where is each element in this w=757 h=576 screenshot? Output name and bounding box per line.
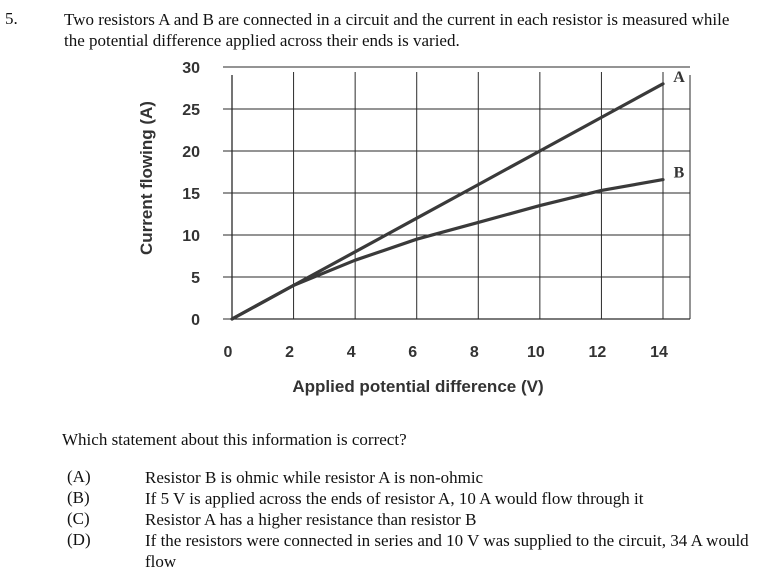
y-tick-label-0: 0 — [191, 312, 200, 329]
option-d-letter[interactable]: (D) — [67, 530, 91, 549]
chart-tick-labels: 0 5 10 15 20 25 30 0 2 4 6 8 10 12 14 — [182, 60, 668, 361]
question-prompt: Which statement about this information i… — [62, 430, 407, 449]
option-a-letter[interactable]: (A) — [67, 467, 91, 486]
chart-series: AB — [230, 69, 685, 321]
x-tick-label-12: 12 — [589, 344, 607, 361]
option-c-letter[interactable]: (C) — [67, 509, 90, 528]
y-tick-label-15: 15 — [182, 186, 200, 203]
chart-grid — [223, 66, 691, 320]
series-line-b — [230, 177, 665, 321]
question-stem: Two resistors A and B are connected in a… — [64, 10, 730, 50]
y-tick-label-20: 20 — [182, 144, 200, 161]
y-tick-label-30: 30 — [182, 60, 200, 77]
y-tick-label-5: 5 — [191, 270, 200, 287]
option-c-text[interactable]: Resistor A has a higher resistance than … — [145, 510, 477, 529]
question-number: 5. — [5, 9, 18, 28]
option-a-text[interactable]: Resistor B is ohmic while resistor A is … — [145, 468, 484, 487]
y-tick-label-10: 10 — [182, 228, 200, 245]
series-label-a: A — [673, 69, 685, 86]
series-label-b: B — [674, 165, 685, 182]
x-tick-label-6: 6 — [408, 344, 417, 361]
x-tick-label-2: 2 — [285, 344, 294, 361]
option-b-letter[interactable]: (B) — [67, 488, 90, 507]
x-tick-label-14: 14 — [650, 344, 668, 361]
x-tick-label-4: 4 — [347, 344, 356, 361]
x-tick-label-0: 0 — [224, 344, 233, 361]
x-tick-label-10: 10 — [527, 344, 545, 361]
y-axis-label: Current flowing (A) — [137, 101, 156, 255]
x-tick-label-8: 8 — [470, 344, 479, 361]
x-axis-label: Applied potential difference (V) — [292, 377, 543, 396]
option-d-text[interactable]: If the resistors were connected in serie… — [145, 531, 749, 571]
y-tick-label-25: 25 — [182, 102, 200, 119]
option-b-text[interactable]: If 5 V is applied across the ends of res… — [145, 489, 644, 508]
